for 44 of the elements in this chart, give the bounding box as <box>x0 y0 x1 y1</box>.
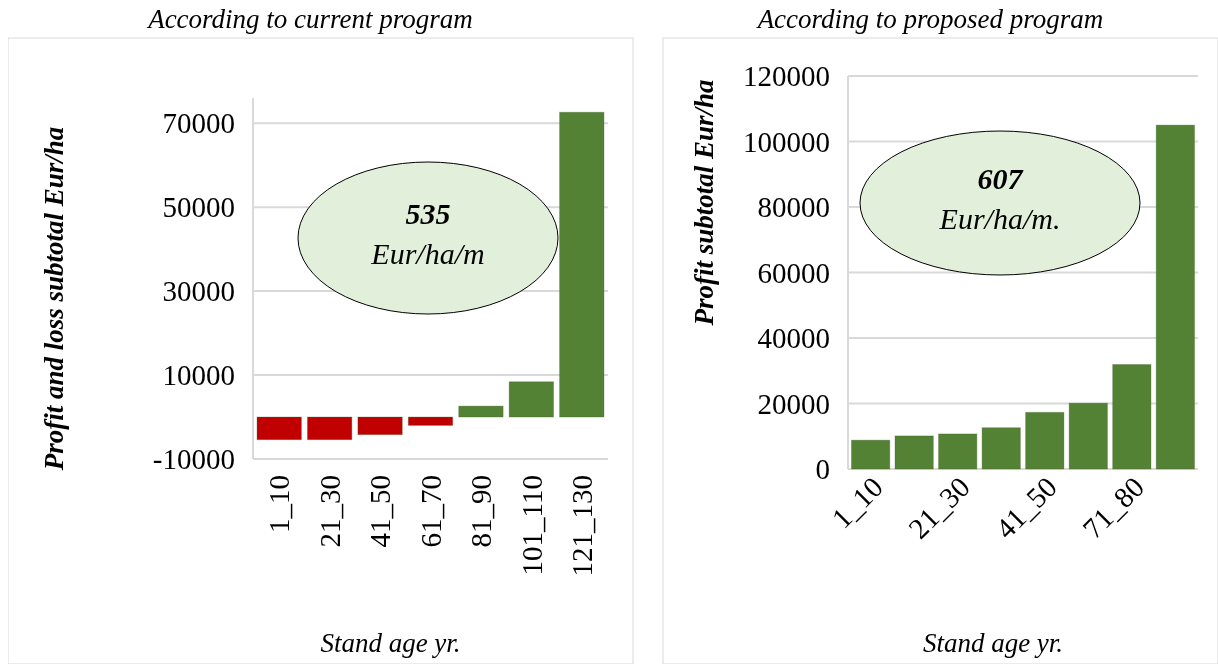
bar <box>256 416 302 441</box>
x-axis-title: Stand age yr. <box>320 628 461 658</box>
annotation: Eur/ha/m <box>370 237 485 270</box>
y-tick-label: 10000 <box>162 359 235 392</box>
bar <box>357 416 403 436</box>
bar <box>1025 411 1065 470</box>
bar <box>850 439 891 470</box>
bar <box>559 111 605 418</box>
bar <box>407 416 454 426</box>
y-tick-label: 120000 <box>743 60 830 93</box>
y-tick-label: 20000 <box>757 387 830 420</box>
y-tick-label: 60000 <box>757 256 830 289</box>
y-tick-label: 80000 <box>757 191 830 224</box>
x-tick-label: 121_130 <box>565 475 598 577</box>
x-axis-title: Stand age yr. <box>922 628 1064 658</box>
bar <box>938 433 978 470</box>
annotation: 607 <box>977 162 1024 195</box>
x-tick-label: 21_30 <box>313 475 346 548</box>
y-tick-label: 70000 <box>162 107 235 140</box>
bar <box>1155 124 1196 470</box>
y-tick-label: 30000 <box>162 275 235 308</box>
y-tick-label: 100000 <box>743 125 830 158</box>
y-tick-label: 40000 <box>757 322 830 355</box>
x-tick-label: 41_50 <box>364 475 397 548</box>
bar <box>1112 364 1152 470</box>
y-tick-label: -10000 <box>152 443 235 476</box>
x-tick-label: 61_70 <box>414 475 447 548</box>
bar <box>1068 402 1108 470</box>
bar <box>981 427 1021 470</box>
x-tick-label: 81_90 <box>465 475 498 548</box>
y-axis-title: Profit subtotal Eur/ha <box>689 79 719 327</box>
annotation: Eur/ha/m. <box>938 202 1061 235</box>
x-tick-label: 101_110 <box>515 475 548 576</box>
bar <box>894 435 934 470</box>
annotation: 535 <box>405 197 451 230</box>
x-tick-label: 1_10 <box>263 475 296 533</box>
y-tick-label: 50000 <box>162 191 235 224</box>
bar <box>508 381 555 418</box>
y-tick-label: 0 <box>815 453 830 486</box>
chart-title: According to current program <box>146 4 473 34</box>
chart-title: According to proposed program <box>755 4 1104 34</box>
bar <box>458 405 504 418</box>
y-axis-title: Profit and loss subtotal Eur/ha <box>39 126 69 472</box>
bar <box>306 416 353 441</box>
